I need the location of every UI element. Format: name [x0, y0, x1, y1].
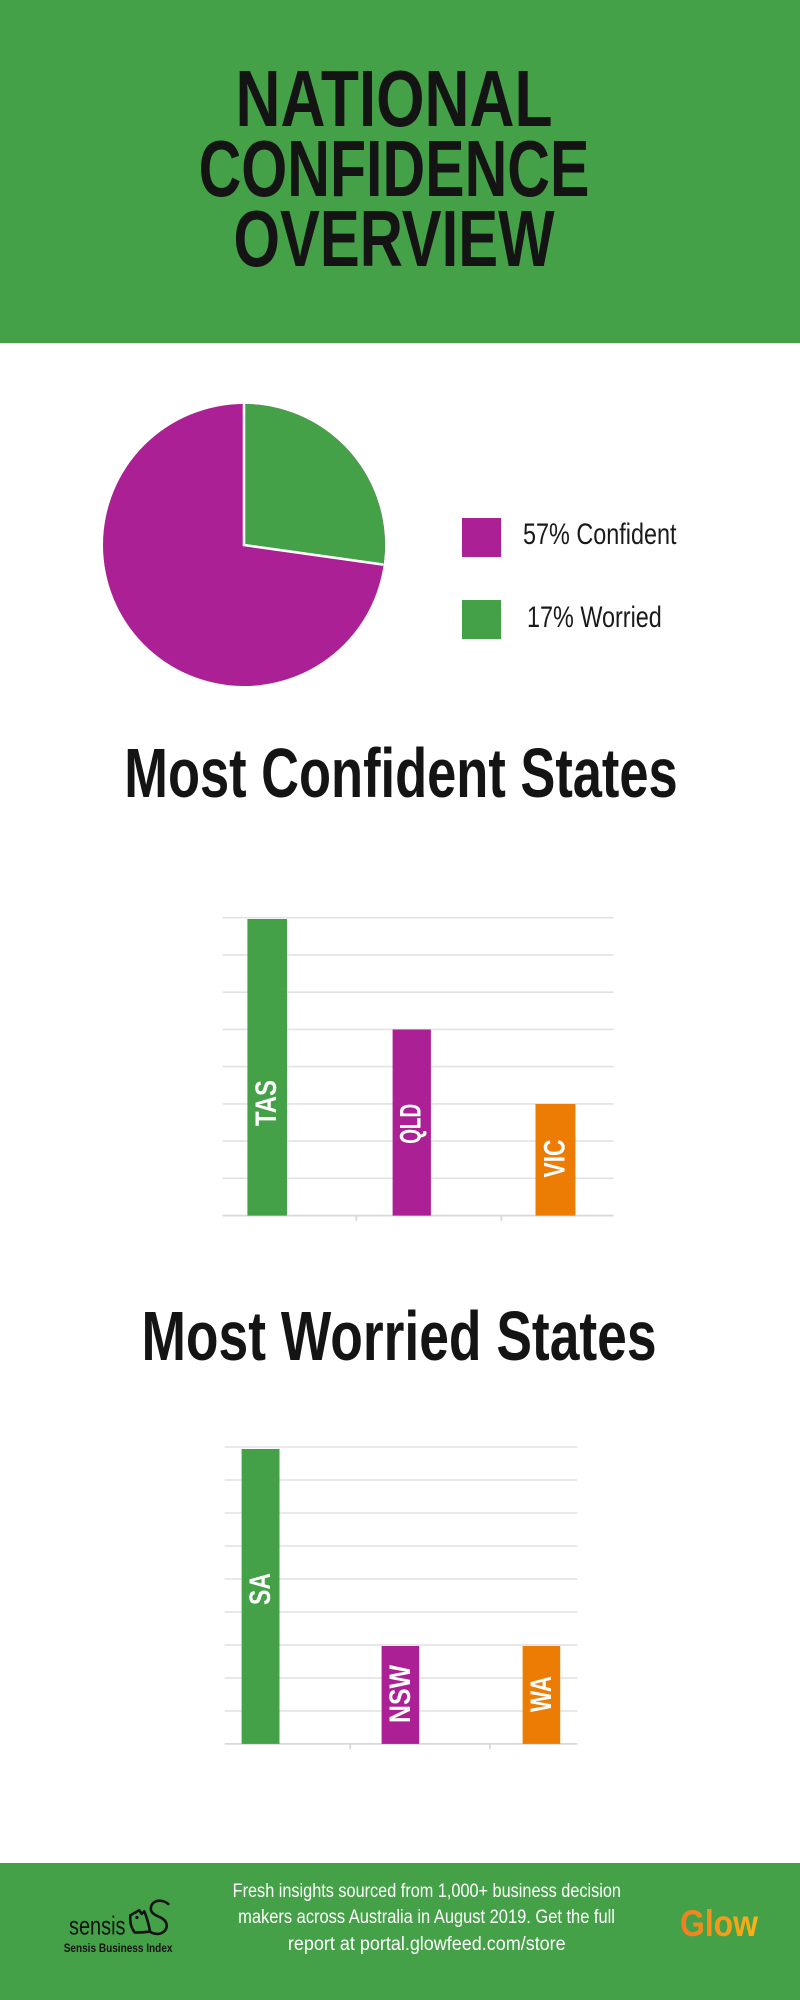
svg-text:TAS: TAS: [250, 1080, 283, 1126]
svg-text:QLD: QLD: [395, 1104, 428, 1144]
svg-text:Sensis Business Index: Sensis Business Index: [64, 1943, 173, 1955]
svg-text:NSW: NSW: [384, 1664, 417, 1723]
svg-text:VIC: VIC: [539, 1140, 572, 1178]
svg-text:SA: SA: [244, 1573, 277, 1605]
svg-text:sensis: sensis: [69, 1910, 126, 1940]
svg-text:WA: WA: [525, 1676, 558, 1712]
svg-text:Glow: Glow: [680, 1903, 758, 1944]
